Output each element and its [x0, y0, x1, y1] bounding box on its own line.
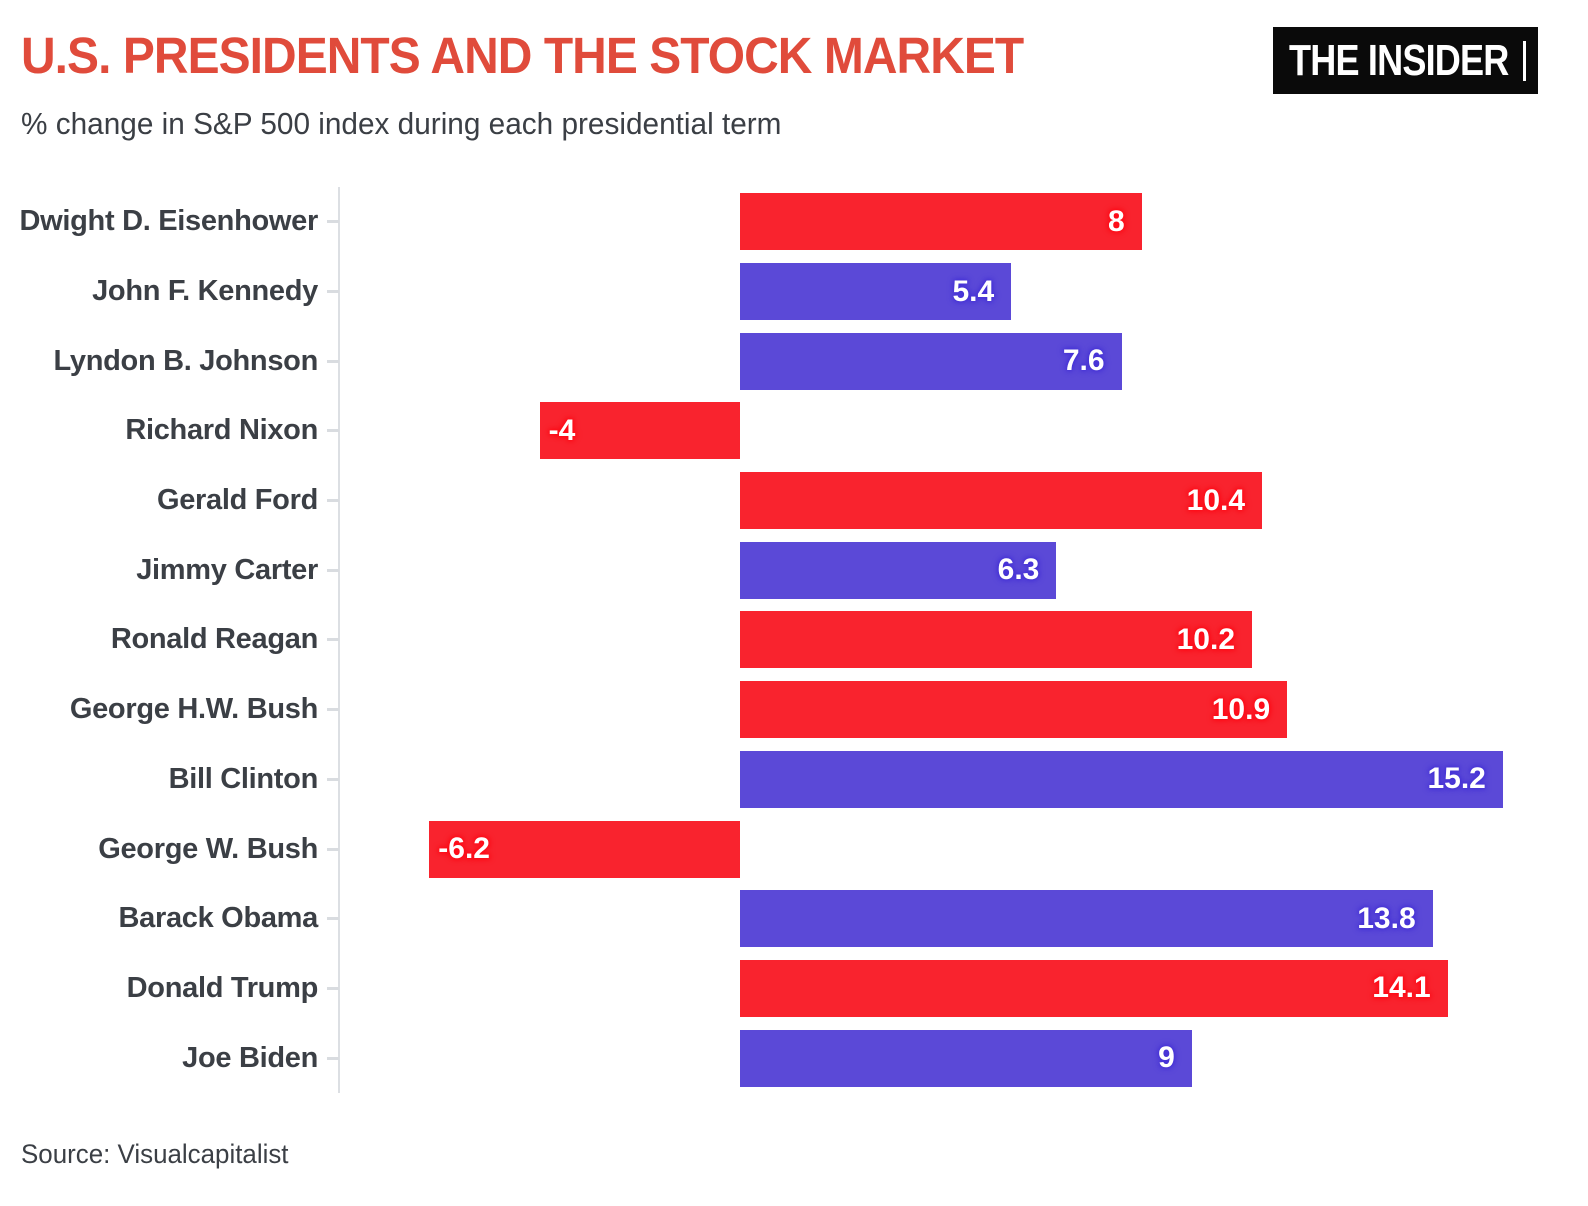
- chart-row: Jimmy Carter 6.3: [0, 535, 1588, 605]
- category-label: Ronald Reagan: [110, 623, 318, 656]
- source-credit: Source: Visualcapitalist: [21, 1139, 289, 1169]
- bar: 8: [740, 193, 1142, 251]
- axis-tick: [327, 986, 339, 990]
- logo-text: THE INSIDER: [1289, 35, 1509, 85]
- axis-tick: [327, 847, 339, 851]
- bar-value-label: 6.3: [997, 553, 1040, 587]
- axis-tick: [327, 777, 339, 781]
- bar: 10.9: [740, 681, 1288, 739]
- bar-value-label: -6.2: [438, 832, 490, 866]
- bar: 7.6: [740, 332, 1122, 390]
- axis-tick: [327, 359, 339, 363]
- chart-row: Dwight D. Eisenhower 8: [0, 187, 1588, 257]
- chart-row: Joe Biden 9: [0, 1023, 1588, 1093]
- category-label: Dwight D. Eisenhower: [19, 205, 318, 238]
- axis-tick: [327, 429, 339, 433]
- bar-value-label: 5.4: [952, 274, 995, 308]
- axis-tick: [327, 638, 339, 642]
- bar-value-label: 15.2: [1427, 762, 1486, 796]
- bar-value-label: 10.9: [1211, 692, 1271, 726]
- bar-value-label: 10.2: [1176, 622, 1236, 656]
- axis-tick: [327, 708, 339, 712]
- bar: 15.2: [740, 750, 1503, 808]
- bar-value-label: 10.4: [1186, 483, 1246, 517]
- bar: -6.2: [429, 820, 741, 878]
- axis-tick: [327, 568, 339, 572]
- bar: -4: [539, 402, 741, 460]
- page-subtitle: % change in S&P 500 index during each pr…: [21, 106, 782, 141]
- bar: 10.4: [740, 472, 1263, 530]
- chart-row: Barack Obama 13.8: [0, 884, 1588, 954]
- bar: 6.3: [740, 541, 1057, 599]
- category-label: Bill Clinton: [168, 762, 319, 795]
- bar-value-label: 14.1: [1372, 971, 1431, 1005]
- bar: 14.1: [740, 959, 1448, 1017]
- the-insider-logo: THE INSIDER: [1273, 27, 1538, 94]
- axis-tick: [327, 917, 339, 921]
- bar-value-label: 13.8: [1357, 901, 1416, 935]
- chart-row: George W. Bush -6.2: [0, 814, 1588, 884]
- category-label: George W. Bush: [98, 832, 318, 865]
- axis-tick: [327, 499, 339, 503]
- page-title: U.S. PRESIDENTS AND THE STOCK MARKET: [21, 27, 1024, 84]
- category-label: Barack Obama: [118, 902, 318, 935]
- category-label: Lyndon B. Johnson: [53, 344, 319, 377]
- category-label: John F. Kennedy: [92, 275, 318, 308]
- bar-value-label: 8: [1107, 204, 1125, 238]
- category-label: Richard Nixon: [125, 414, 318, 447]
- logo-cursor-bar: [1523, 40, 1526, 81]
- bar: 9: [740, 1029, 1192, 1087]
- chart-row: Lyndon B. Johnson 7.6: [0, 326, 1588, 396]
- chart-row: Donald Trump 14.1: [0, 954, 1588, 1024]
- axis-tick: [327, 220, 339, 224]
- chart-row: Bill Clinton 15.2: [0, 745, 1588, 815]
- category-label: Joe Biden: [182, 1041, 318, 1074]
- bar: 13.8: [740, 890, 1433, 948]
- category-label: George H.W. Bush: [69, 693, 318, 726]
- bar: 10.2: [740, 611, 1253, 669]
- bar-value-label: -4: [548, 413, 576, 447]
- chart-row: Gerald Ford 10.4: [0, 466, 1588, 536]
- bar-value-label: 7.6: [1062, 344, 1105, 378]
- axis-tick: [327, 1056, 339, 1060]
- category-label: Jimmy Carter: [136, 553, 318, 586]
- category-label: Gerald Ford: [156, 484, 318, 517]
- axis-tick: [327, 290, 339, 294]
- bar: 5.4: [740, 263, 1012, 321]
- chart-row: Ronald Reagan 10.2: [0, 605, 1588, 675]
- bar-value-label: 9: [1158, 1041, 1175, 1075]
- chart-row: Richard Nixon -4: [0, 396, 1588, 466]
- y-axis-line: [338, 187, 340, 1093]
- bar-chart: Dwight D. Eisenhower 8 John F. Kennedy 5.4 L…: [0, 187, 1588, 1093]
- chart-row: John F. Kennedy 5.4: [0, 257, 1588, 327]
- category-label: Donald Trump: [126, 971, 319, 1004]
- chart-row: George H.W. Bush 10.9: [0, 675, 1588, 745]
